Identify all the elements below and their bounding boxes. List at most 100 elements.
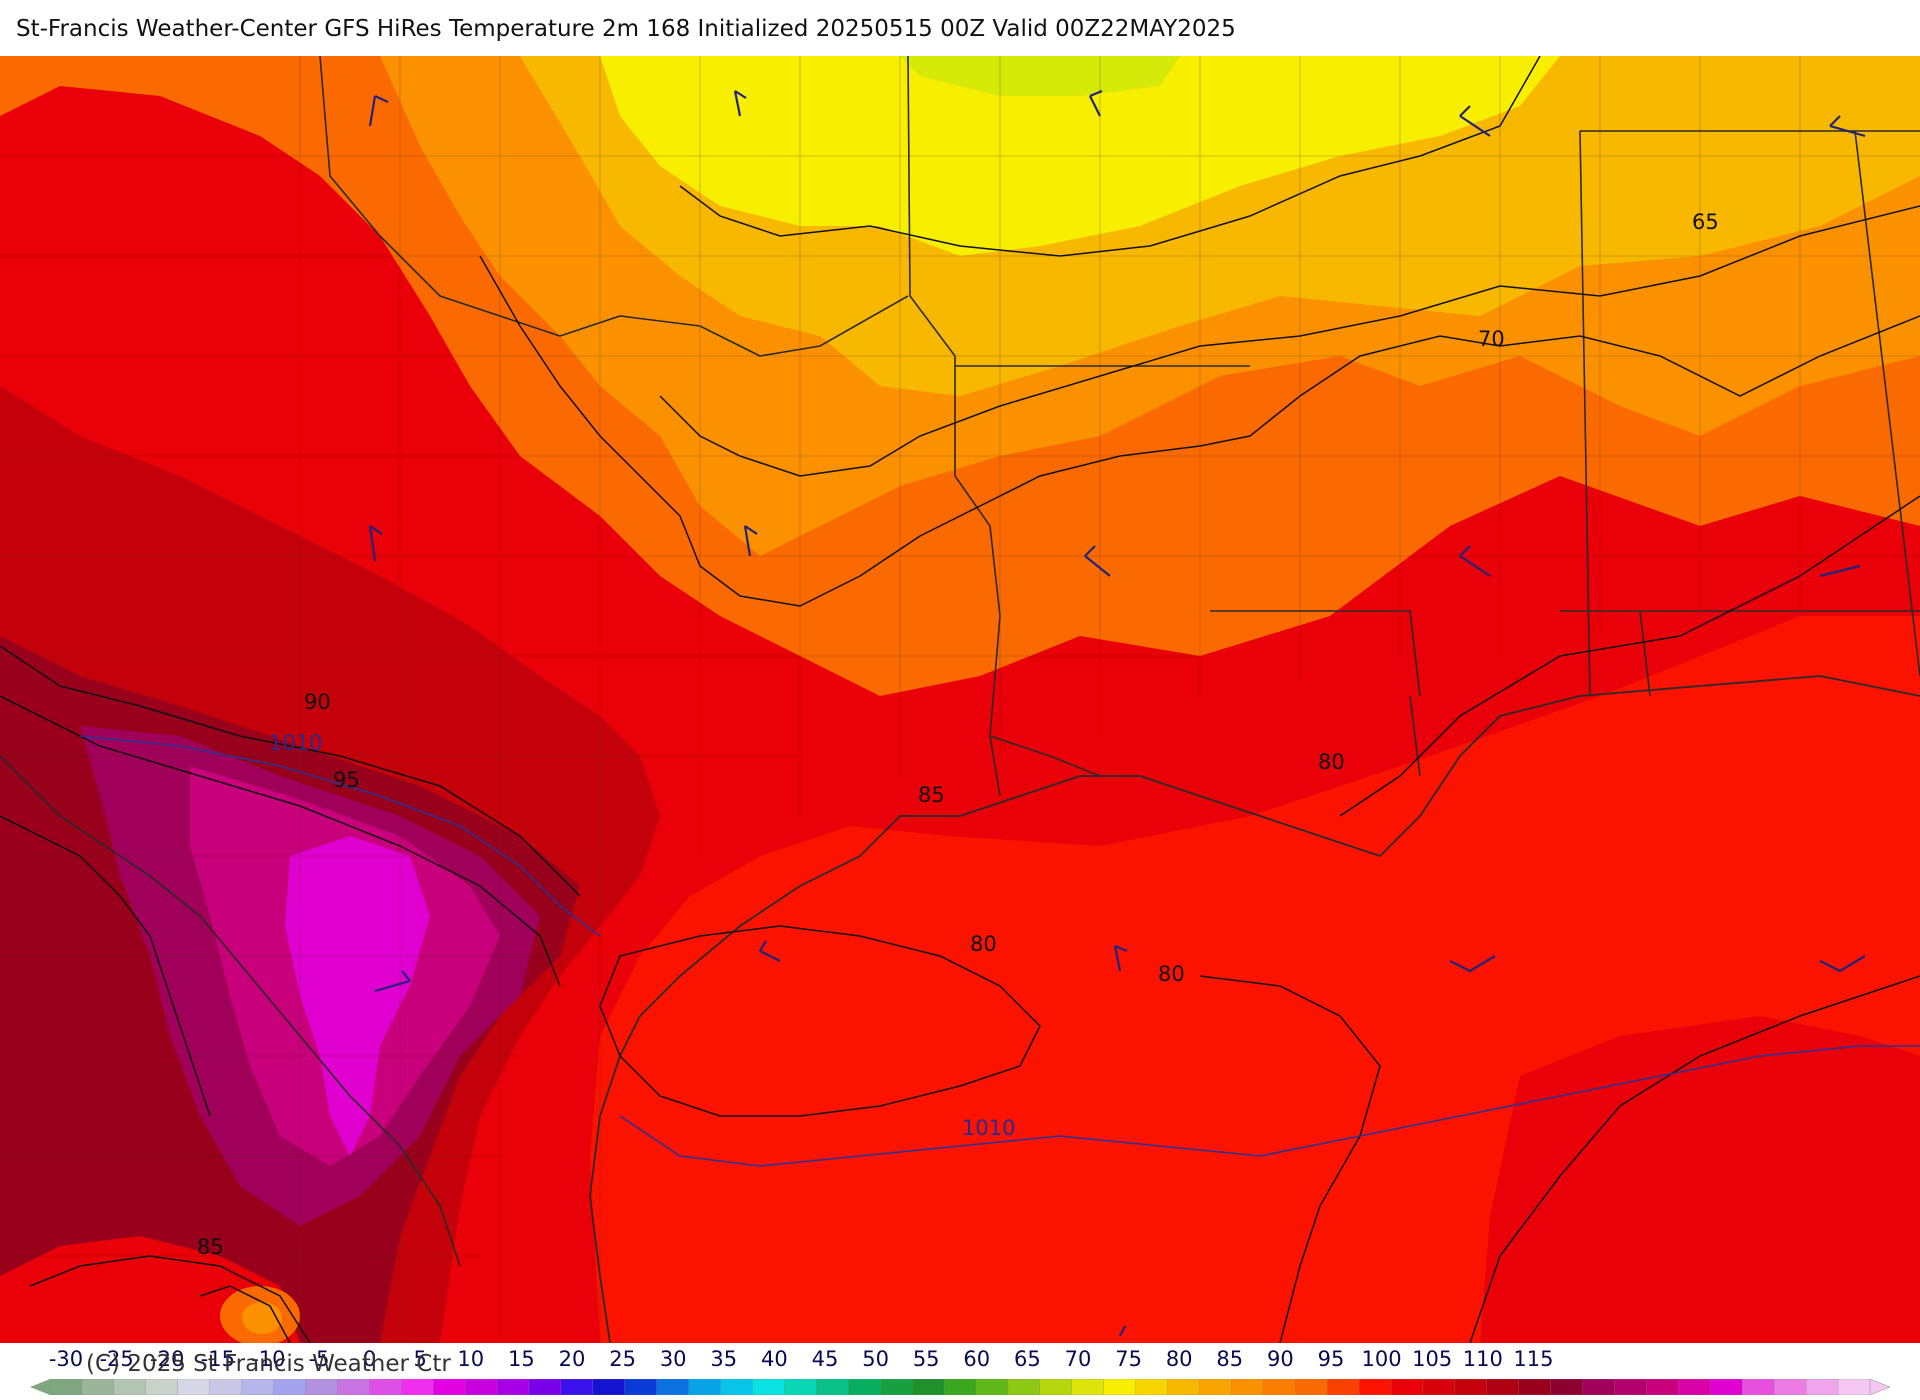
colorbar-swatch <box>1390 1379 1424 1395</box>
isotherm-labels: 65 70 80 80 80 85 85 90 95 <box>197 210 1719 1259</box>
colorbar-tick-label: 25 <box>609 1347 636 1371</box>
colorbar-tick-label: 110 <box>1462 1347 1503 1371</box>
isotherm-label-95: 95 <box>333 768 360 792</box>
title-bar: St-Francis Weather-Center GFS HiRes Temp… <box>0 0 1920 56</box>
colorbar-min-arrow <box>30 1379 50 1395</box>
page-title: St-Francis Weather-Center GFS HiRes Temp… <box>16 16 1236 42</box>
colorbar-swatch <box>209 1379 243 1395</box>
isotherm-label-70: 70 <box>1478 327 1505 351</box>
colorbar-swatch <box>1358 1379 1392 1395</box>
colorbar-swatch <box>81 1379 115 1395</box>
colorbar <box>30 1379 1890 1395</box>
colorbar-swatch <box>145 1379 179 1395</box>
field-60 <box>600 56 1560 256</box>
coastline <box>589 675 1920 1343</box>
colorbar-swatch <box>1263 1379 1296 1395</box>
colorbar-swatch <box>1327 1379 1360 1395</box>
colorbar-tick-label: 115 <box>1513 1347 1554 1371</box>
colorbar-tick-label: 85 <box>1216 1347 1244 1371</box>
colorbar-swatch <box>1071 1379 1105 1395</box>
colorbar-swatch <box>113 1379 147 1395</box>
colorbar-swatch <box>1678 1379 1712 1395</box>
colorbar-tick-label: 60 <box>963 1347 991 1371</box>
colorbar-swatch <box>1103 1379 1137 1395</box>
isotherm-label-65: 65 <box>1692 210 1719 234</box>
isotherm-label-80-mid: 80 <box>1158 962 1185 986</box>
colorbar-swatch <box>1582 1379 1616 1395</box>
colorbar-swatch <box>337 1379 370 1395</box>
field-110 <box>285 836 430 1156</box>
colorbar-tick-label: 80 <box>1165 1347 1193 1371</box>
wind-barbs <box>368 89 1866 1337</box>
colorbar-swatch <box>1550 1379 1584 1395</box>
state-borders <box>0 56 1920 1267</box>
colorbar-swatch <box>1231 1379 1264 1395</box>
colorbar-tick-label: -25 <box>99 1347 134 1371</box>
colorbar-tick-label: -20 <box>150 1347 185 1371</box>
isobars <box>79 735 1920 1167</box>
colorbar-swatch <box>880 1379 913 1395</box>
colorbar-swatch <box>720 1379 754 1395</box>
colorbar-tick-label: 55 <box>912 1347 940 1371</box>
colorbar-tick-label: 75 <box>1115 1347 1142 1371</box>
colorbar-swatch <box>273 1379 307 1395</box>
colorbar-swatch <box>464 1379 498 1395</box>
colorbar-swatch <box>784 1379 817 1395</box>
colorbar-swatch <box>975 1379 1009 1395</box>
colorbar-swatch <box>752 1379 786 1395</box>
colorbar-max-arrow <box>1869 1379 1890 1395</box>
colorbar-tick-label: 105 <box>1412 1347 1453 1371</box>
colorbar-tick-label: 35 <box>710 1347 738 1371</box>
isotherm-label-80-east: 80 <box>1318 750 1345 774</box>
colorbar-swatch <box>1518 1379 1552 1395</box>
colorbar-swatch <box>1774 1379 1807 1395</box>
colorbar-swatch <box>848 1379 881 1395</box>
colorbar-tick-label: 100 <box>1361 1347 1402 1371</box>
colorbar-legend: -30 -25 -20 -15 -10 -5 0 5 10 15 20 25 30 35 40 45 50 55 6… <box>0 1343 1920 1400</box>
colorbar-swatch <box>816 1379 849 1395</box>
colorbar-tick-label: 30 <box>659 1347 687 1371</box>
colorbar-swatch <box>1486 1379 1520 1395</box>
isotherms <box>0 56 1920 1343</box>
colorbar-swatch <box>1039 1379 1073 1395</box>
colorbar-swatch <box>177 1379 211 1395</box>
colorbar-swatch <box>1614 1379 1648 1395</box>
colorbar-swatch <box>496 1379 530 1395</box>
isotherm-label-90: 90 <box>304 690 331 714</box>
colorbar-swatch <box>1199 1379 1233 1395</box>
colorbar-tick-label: 40 <box>761 1347 788 1371</box>
colorbar-swatch <box>1742 1379 1775 1395</box>
colorbar-swatch <box>1295 1379 1328 1395</box>
colorbar-swatch <box>592 1379 626 1395</box>
isobar-label-1010-gulf: 1010 <box>962 1116 1015 1140</box>
colorbar-tick-label: 5 <box>413 1347 427 1371</box>
colorbar-swatch <box>241 1379 275 1395</box>
colorbar-swatch <box>1422 1379 1456 1395</box>
colorbar-tick-label: 95 <box>1317 1347 1345 1371</box>
colorbar-swatch <box>1454 1379 1488 1395</box>
field-55 <box>900 56 1180 96</box>
colorbar-swatch <box>305 1379 339 1395</box>
colorbar-swatch <box>1710 1379 1743 1395</box>
temperature-map[interactable]: 65 70 80 80 80 85 85 90 95 1010 1010 <box>0 56 1920 1343</box>
colorbar-swatch <box>943 1379 977 1395</box>
colorbar-swatch <box>401 1379 434 1395</box>
field-85-gulf <box>1480 1016 1920 1343</box>
colorbar-tick-label: 10 <box>457 1347 485 1371</box>
colorbar-swatch <box>688 1379 722 1395</box>
colorbar-swatch <box>1135 1379 1169 1395</box>
colorbar-tick-label: 70 <box>1064 1347 1092 1371</box>
colorbar-tick-label: 20 <box>558 1347 586 1371</box>
colorbar-tick-label: 15 <box>508 1347 535 1371</box>
isotherm-label-85-mexico: 85 <box>197 1235 224 1259</box>
colorbar-swatch <box>911 1379 945 1395</box>
colorbar-tick-labels: -30 -25 -20 -15 -10 -5 0 5 10 15 20 25 30 35 40 45 50 55 6… <box>0 1347 1920 1373</box>
colorbar-swatch <box>433 1379 466 1395</box>
colorbar-tick-label: -15 <box>200 1347 235 1371</box>
isotherm-label-80-west: 80 <box>970 932 997 956</box>
colorbar-swatch <box>656 1379 690 1395</box>
colorbar-swatch <box>1646 1379 1680 1395</box>
colorbar-swatch <box>49 1379 83 1395</box>
colorbar-tick-label: 65 <box>1014 1347 1041 1371</box>
colorbar-swatch <box>1007 1379 1041 1395</box>
